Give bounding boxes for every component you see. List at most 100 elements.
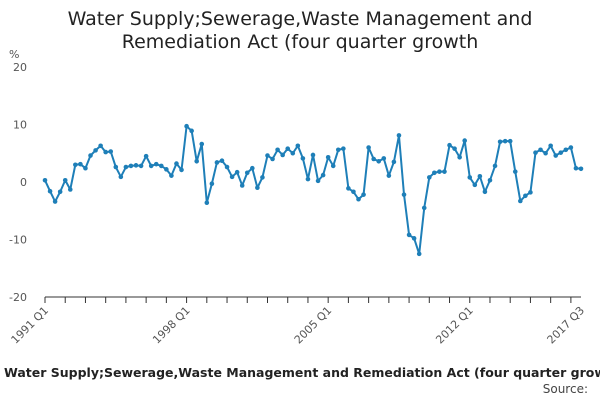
data-point[interactable]	[280, 152, 285, 158]
data-point[interactable]	[346, 186, 351, 191]
data-point[interactable]	[351, 189, 356, 195]
data-point[interactable]	[73, 162, 78, 168]
data-point[interactable]	[396, 133, 402, 138]
data-point[interactable]	[285, 146, 291, 151]
data-point[interactable]	[128, 163, 134, 169]
data-point[interactable]	[356, 196, 361, 202]
data-point[interactable]	[366, 145, 371, 150]
data-point[interactable]	[573, 165, 579, 171]
data-point[interactable]	[467, 175, 473, 180]
data-point[interactable]	[497, 139, 503, 145]
data-point[interactable]	[341, 146, 346, 151]
data-point[interactable]	[295, 143, 301, 149]
data-point[interactable]	[553, 153, 559, 158]
data-point[interactable]	[432, 170, 437, 176]
data-point[interactable]	[153, 161, 159, 167]
data-point[interactable]	[391, 159, 397, 165]
data-point[interactable]	[108, 149, 114, 154]
data-point[interactable]	[386, 173, 392, 178]
data-point[interactable]	[492, 163, 498, 169]
data-point[interactable]	[315, 178, 321, 184]
data-point[interactable]	[507, 138, 513, 144]
data-point[interactable]	[260, 175, 265, 180]
data-point[interactable]	[320, 172, 326, 178]
data-point[interactable]	[452, 146, 457, 151]
data-point[interactable]	[265, 153, 270, 158]
data-point[interactable]	[250, 165, 255, 171]
data-point[interactable]	[123, 164, 129, 170]
data-point[interactable]	[189, 128, 194, 134]
data-point[interactable]	[52, 199, 58, 204]
data-point[interactable]	[98, 143, 103, 149]
data-point[interactable]	[113, 164, 119, 170]
data-point[interactable]	[437, 169, 442, 174]
data-point[interactable]	[472, 182, 478, 188]
data-point[interactable]	[118, 174, 124, 180]
data-point[interactable]	[518, 198, 523, 204]
data-point[interactable]	[487, 177, 493, 183]
data-point[interactable]	[371, 156, 376, 162]
data-point[interactable]	[148, 163, 154, 169]
data-point[interactable]	[421, 205, 427, 211]
data-point[interactable]	[442, 169, 447, 174]
data-point[interactable]	[401, 192, 407, 197]
data-point[interactable]	[558, 150, 564, 155]
data-point[interactable]	[457, 154, 462, 160]
data-point[interactable]	[133, 163, 139, 168]
data-point[interactable]	[42, 177, 48, 183]
data-point[interactable]	[93, 148, 98, 153]
data-point[interactable]	[512, 169, 518, 174]
data-point[interactable]	[416, 251, 422, 257]
data-point[interactable]	[194, 159, 199, 164]
data-point[interactable]	[275, 147, 280, 153]
data-point[interactable]	[528, 190, 533, 195]
data-point[interactable]	[83, 165, 88, 171]
data-point[interactable]	[361, 192, 366, 197]
data-point[interactable]	[244, 170, 250, 176]
data-point[interactable]	[255, 185, 260, 191]
data-point[interactable]	[143, 153, 149, 159]
data-point[interactable]	[290, 150, 296, 156]
data-point[interactable]	[335, 147, 341, 153]
data-point[interactable]	[543, 150, 548, 156]
data-point[interactable]	[62, 177, 68, 183]
data-point[interactable]	[174, 161, 179, 166]
data-point[interactable]	[568, 145, 574, 150]
data-point[interactable]	[502, 138, 508, 144]
data-point[interactable]	[103, 149, 108, 155]
data-point[interactable]	[199, 141, 205, 147]
data-point[interactable]	[57, 189, 63, 195]
data-point[interactable]	[67, 187, 73, 192]
data-point[interactable]	[209, 181, 215, 187]
data-point[interactable]	[219, 158, 225, 164]
data-point[interactable]	[477, 173, 483, 179]
data-point[interactable]	[270, 156, 275, 162]
data-point[interactable]	[184, 123, 189, 129]
data-point[interactable]	[159, 163, 164, 169]
data-point[interactable]	[229, 174, 235, 180]
data-point[interactable]	[447, 142, 452, 148]
data-point[interactable]	[330, 163, 336, 169]
data-point[interactable]	[138, 163, 144, 169]
data-point[interactable]	[169, 173, 174, 178]
data-point[interactable]	[563, 147, 569, 153]
data-point[interactable]	[305, 176, 311, 182]
data-point[interactable]	[533, 150, 538, 155]
data-point[interactable]	[78, 161, 83, 167]
data-point[interactable]	[411, 236, 417, 241]
data-point[interactable]	[300, 156, 306, 161]
data-point[interactable]	[538, 147, 543, 153]
data-point[interactable]	[239, 183, 245, 188]
data-point[interactable]	[376, 159, 382, 164]
data-point[interactable]	[523, 193, 528, 199]
data-point[interactable]	[164, 167, 169, 172]
data-point[interactable]	[47, 188, 53, 194]
data-point[interactable]	[381, 156, 387, 161]
data-point[interactable]	[325, 154, 331, 160]
data-point[interactable]	[310, 152, 316, 158]
data-point[interactable]	[578, 166, 584, 172]
data-point[interactable]	[482, 189, 488, 195]
data-point[interactable]	[462, 138, 467, 143]
data-point[interactable]	[234, 169, 240, 175]
data-point[interactable]	[427, 175, 432, 180]
